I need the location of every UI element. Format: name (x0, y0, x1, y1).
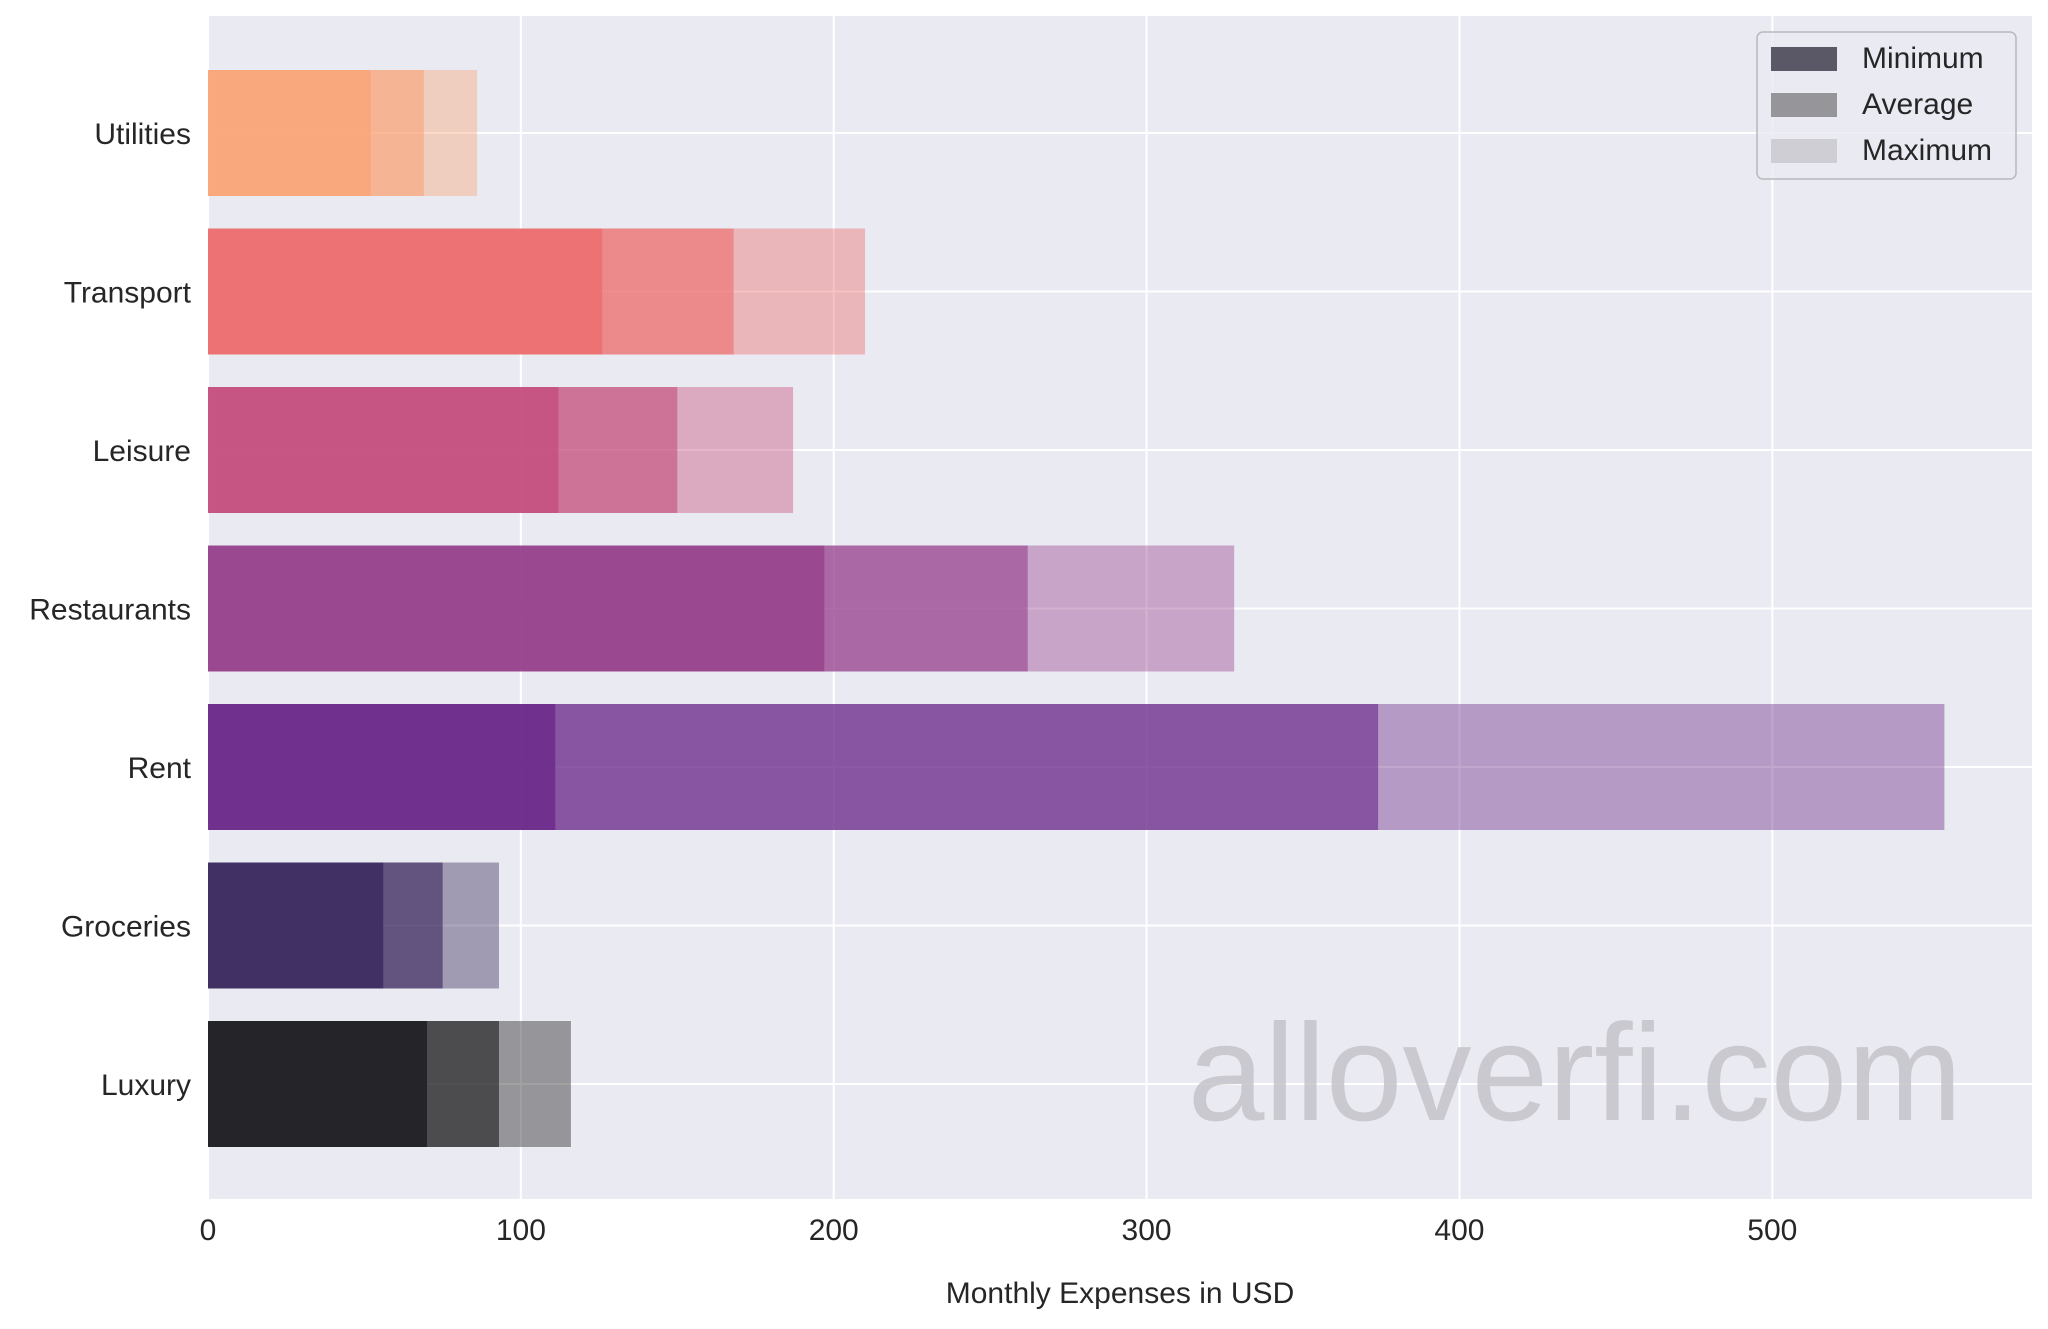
bars (208, 70, 1945, 1147)
legend-label-minimum: Minimum (1862, 42, 1984, 75)
y-tick-labels: Utilities Transport Leisure Restaurants Rent… (29, 118, 191, 1102)
x-axis-label: Monthly Expenses in USD (946, 1277, 1295, 1310)
legend-swatch-maximum (1771, 139, 1837, 163)
x-tick-label: 100 (496, 1214, 546, 1247)
watermark-text: alloverfi.com (1188, 996, 1963, 1150)
x-tick-label: 400 (1434, 1214, 1484, 1247)
legend: Minimum Average Maximum (1756, 31, 2017, 180)
legend-label-maximum: Maximum (1862, 134, 1992, 167)
x-tick-label: 200 (809, 1214, 859, 1247)
bar-transport-minimum (208, 228, 603, 355)
legend-swatch-average (1771, 93, 1837, 117)
y-tick-label-leisure: Leisure (93, 435, 191, 468)
bar-leisure-minimum (208, 387, 559, 513)
y-tick-label-groceries: Groceries (61, 911, 191, 944)
legend-label-average: Average (1862, 88, 1973, 121)
bar-rent-minimum (208, 704, 556, 830)
x-tick-label: 0 (200, 1214, 217, 1247)
bar-restaurants-minimum (208, 545, 825, 672)
x-tick-label: 500 (1747, 1214, 1797, 1247)
y-tick-label-transport: Transport (64, 277, 192, 310)
x-tick-labels: 0 100 200 300 400 500 (200, 1214, 1798, 1247)
legend-swatch-minimum (1771, 47, 1837, 71)
y-tick-label-rent: Rent (128, 752, 192, 785)
x-tick-label: 300 (1122, 1214, 1172, 1247)
bar-luxury-minimum (208, 1021, 428, 1147)
bar-utilities-minimum (208, 70, 371, 196)
legend-items: Minimum Average Maximum (1771, 42, 1992, 167)
y-tick-label-luxury: Luxury (101, 1069, 191, 1102)
bar-groceries-minimum (208, 862, 384, 989)
y-tick-label-restaurants: Restaurants (29, 594, 191, 627)
y-tick-label-utilities: Utilities (94, 118, 191, 151)
